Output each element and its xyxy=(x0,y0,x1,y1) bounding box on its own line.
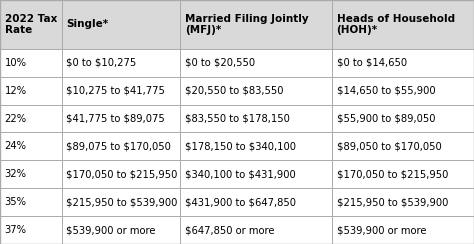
Bar xyxy=(180,49,332,77)
Bar xyxy=(180,132,332,160)
Text: 10%: 10% xyxy=(5,58,27,68)
Bar xyxy=(0,77,62,105)
Bar xyxy=(0,0,62,49)
Text: \$89,075 to \$170,050: \$89,075 to \$170,050 xyxy=(66,142,171,151)
Bar xyxy=(332,160,474,188)
Bar xyxy=(62,105,180,132)
Text: \$55,900 to \$89,050: \$55,900 to \$89,050 xyxy=(337,113,435,123)
Bar xyxy=(180,188,332,216)
Text: Heads of Household
(HOH)*: Heads of Household (HOH)* xyxy=(337,14,455,35)
Text: \$170,050 to \$215,950: \$170,050 to \$215,950 xyxy=(337,169,448,179)
Text: 12%: 12% xyxy=(5,86,27,96)
Text: 24%: 24% xyxy=(5,142,27,151)
Bar xyxy=(0,49,62,77)
Bar xyxy=(62,49,180,77)
Text: \$20,550 to \$83,550: \$20,550 to \$83,550 xyxy=(185,86,283,96)
Text: \$178,150 to \$340,100: \$178,150 to \$340,100 xyxy=(185,142,296,151)
Bar xyxy=(180,77,332,105)
Bar xyxy=(62,216,180,244)
Bar xyxy=(0,105,62,132)
Bar xyxy=(180,0,332,49)
Bar xyxy=(332,49,474,77)
Text: Married Filing Jointly
(MFJ)*: Married Filing Jointly (MFJ)* xyxy=(185,14,309,35)
Text: \$340,100 to \$431,900: \$340,100 to \$431,900 xyxy=(185,169,296,179)
Text: 35%: 35% xyxy=(5,197,27,207)
Text: \$41,775 to \$89,075: \$41,775 to \$89,075 xyxy=(66,113,165,123)
Text: \$0 to \$10,275: \$0 to \$10,275 xyxy=(66,58,137,68)
Text: \$0 to \$14,650: \$0 to \$14,650 xyxy=(337,58,407,68)
Bar xyxy=(0,216,62,244)
Bar xyxy=(0,188,62,216)
Bar xyxy=(332,188,474,216)
Bar xyxy=(62,188,180,216)
Text: \$539,900 or more: \$539,900 or more xyxy=(337,225,426,235)
Bar xyxy=(0,160,62,188)
Text: \$215,950 to \$539,900: \$215,950 to \$539,900 xyxy=(337,197,448,207)
Bar xyxy=(332,132,474,160)
Bar xyxy=(62,0,180,49)
Bar xyxy=(332,216,474,244)
Bar xyxy=(180,105,332,132)
Bar xyxy=(62,160,180,188)
Text: 2022 Tax
Rate: 2022 Tax Rate xyxy=(5,14,57,35)
Text: \$539,900 or more: \$539,900 or more xyxy=(66,225,156,235)
Text: 32%: 32% xyxy=(5,169,27,179)
Text: \$89,050 to \$170,050: \$89,050 to \$170,050 xyxy=(337,142,441,151)
Text: \$170,050 to \$215,950: \$170,050 to \$215,950 xyxy=(66,169,178,179)
Bar xyxy=(0,132,62,160)
Text: \$83,550 to \$178,150: \$83,550 to \$178,150 xyxy=(185,113,290,123)
Bar xyxy=(332,77,474,105)
Bar xyxy=(62,77,180,105)
Bar xyxy=(332,105,474,132)
Bar xyxy=(62,132,180,160)
Text: Single*: Single* xyxy=(66,20,109,29)
Text: 37%: 37% xyxy=(5,225,27,235)
Text: 22%: 22% xyxy=(5,113,27,123)
Text: \$14,650 to \$55,900: \$14,650 to \$55,900 xyxy=(337,86,435,96)
Bar xyxy=(180,160,332,188)
Bar xyxy=(180,216,332,244)
Text: \$215,950 to \$539,900: \$215,950 to \$539,900 xyxy=(66,197,178,207)
Text: \$0 to \$20,550: \$0 to \$20,550 xyxy=(185,58,255,68)
Bar xyxy=(332,0,474,49)
Text: \$10,275 to \$41,775: \$10,275 to \$41,775 xyxy=(66,86,165,96)
Text: \$647,850 or more: \$647,850 or more xyxy=(185,225,274,235)
Text: \$431,900 to \$647,850: \$431,900 to \$647,850 xyxy=(185,197,296,207)
